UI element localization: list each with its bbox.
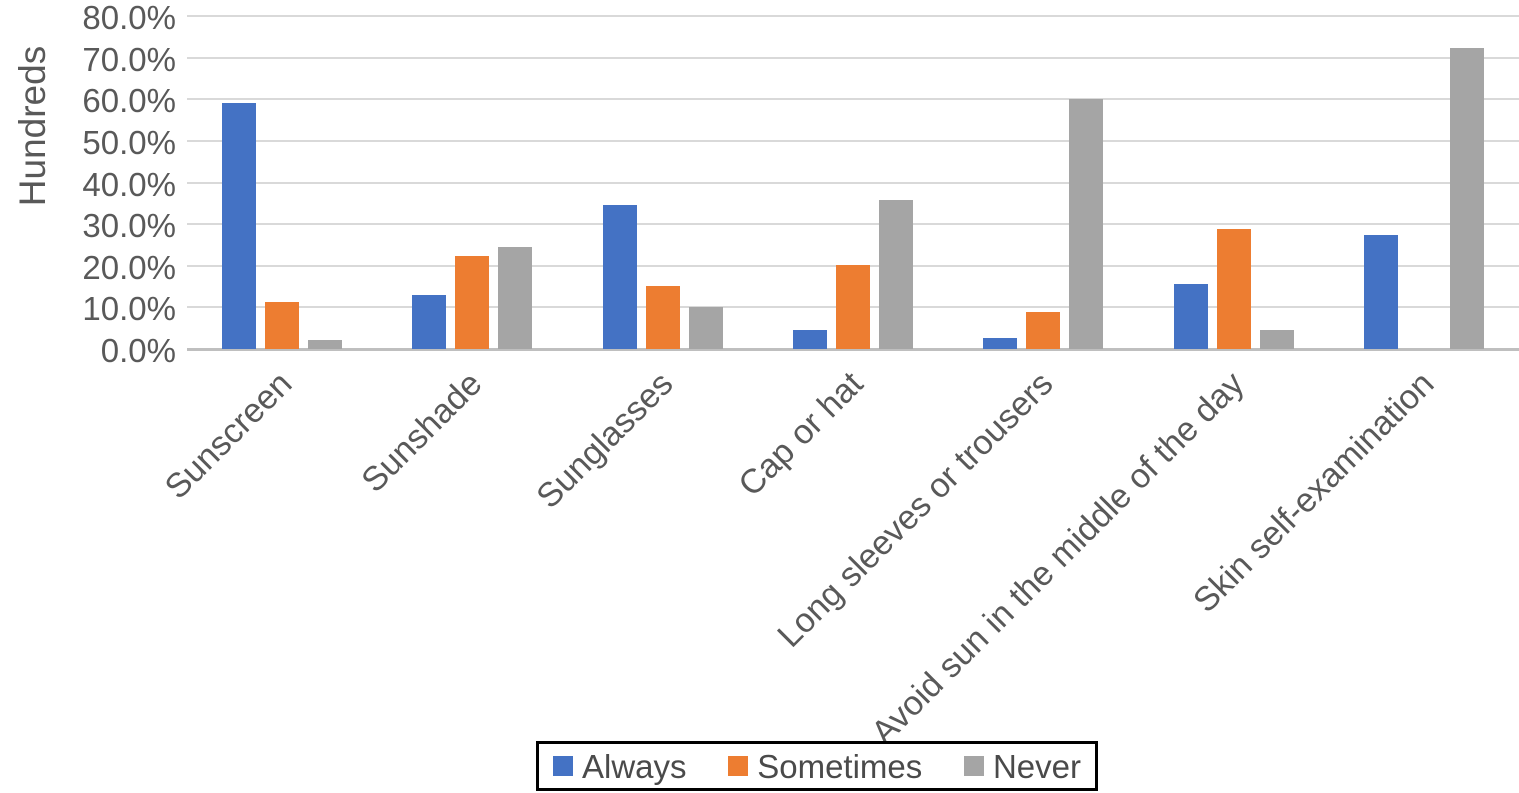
y-tick-label: 50.0% — [82, 123, 176, 161]
bar-sometimes-5 — [1026, 312, 1060, 349]
legend-swatch-icon — [728, 756, 749, 776]
bar-always-1 — [222, 103, 256, 349]
legend: Always Sometimes Never — [536, 741, 1098, 791]
y-tick-label: 10.0% — [82, 290, 176, 328]
legend-item-always: Always — [553, 750, 687, 783]
bar-never-6 — [1260, 330, 1294, 349]
legend-label: Never — [992, 747, 1081, 785]
y-tick-label: 30.0% — [82, 207, 176, 245]
bar-always-2 — [412, 295, 446, 349]
bar-never-1 — [308, 340, 342, 349]
legend-label: Sometimes — [757, 747, 923, 785]
gridline — [187, 139, 1519, 142]
bar-sometimes-1 — [265, 302, 299, 349]
x-axis-line — [187, 348, 1519, 351]
y-tick-label: 0.0% — [100, 332, 176, 369]
legend-swatch-icon — [553, 756, 573, 776]
y-tick-label: 60.0% — [82, 82, 176, 120]
gridline — [187, 56, 1519, 59]
legend-item-sometimes: Sometimes — [728, 750, 922, 783]
bar-always-7 — [1364, 235, 1398, 349]
y-tick-label: 70.0% — [82, 40, 176, 78]
legend-swatch-icon — [963, 756, 984, 776]
y-tick-label: 20.0% — [82, 248, 176, 286]
y-tick-label: 40.0% — [82, 165, 176, 203]
gridline — [187, 15, 1519, 17]
bar-never-2 — [498, 247, 532, 349]
legend-label: Always — [582, 747, 687, 785]
plot-area — [187, 15, 1519, 351]
bar-always-5 — [983, 338, 1017, 349]
gridline — [187, 181, 1519, 184]
bar-sometimes-2 — [455, 256, 489, 349]
y-tick-label: 80.0% — [82, 0, 176, 36]
y-axis-title: Hundreds — [12, 45, 53, 207]
bar-never-4 — [879, 200, 913, 349]
gridline — [187, 98, 1519, 101]
legend-item-never: Never — [963, 747, 1081, 785]
bar-never-5 — [1069, 99, 1103, 349]
bar-always-6 — [1174, 284, 1208, 349]
bar-sometimes-4 — [836, 265, 870, 349]
bar-never-3 — [689, 307, 723, 349]
bar-always-3 — [603, 205, 637, 349]
bar-sometimes-3 — [646, 286, 680, 349]
bar-sometimes-6 — [1217, 229, 1251, 349]
bar-never-7 — [1450, 48, 1484, 349]
gridline — [187, 223, 1519, 226]
bar-always-4 — [793, 330, 827, 349]
